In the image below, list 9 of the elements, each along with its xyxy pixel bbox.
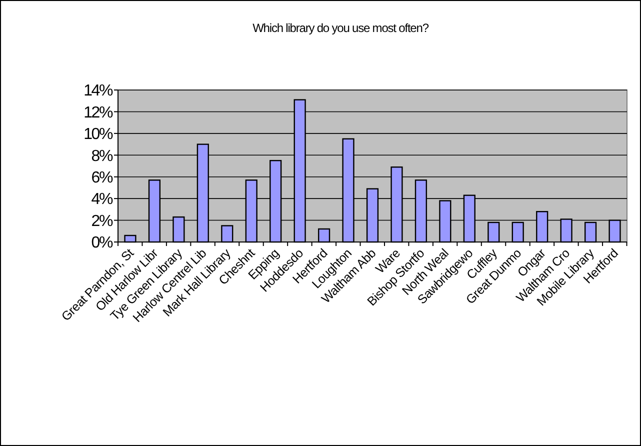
y-tick-label: 6% (91, 169, 113, 186)
y-tick-label: 2% (91, 212, 113, 230)
y-tick-label: 14% (84, 82, 113, 100)
y-tick-label: 10% (84, 126, 113, 144)
y-tick-label: 0% (91, 234, 113, 252)
y-tick-label: 8% (91, 148, 113, 165)
y-tick-label: 4% (91, 191, 113, 208)
y-tick-label: 12% (84, 104, 113, 122)
chart-title: Which library do you use most often? (252, 21, 430, 35)
